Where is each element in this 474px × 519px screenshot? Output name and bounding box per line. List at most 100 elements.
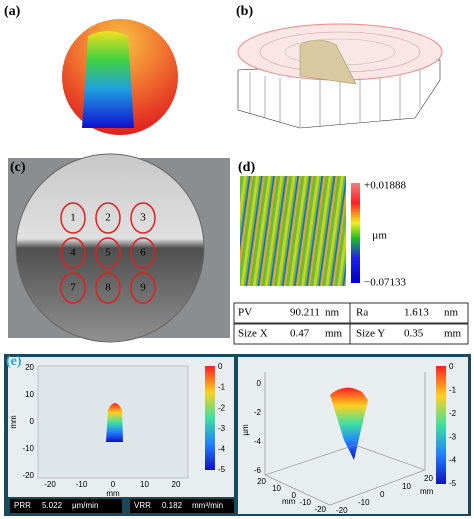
table-cell: Ra xyxy=(356,307,368,319)
colorbar-tick: -2 xyxy=(449,409,457,418)
y-tick-label: 0 xyxy=(30,417,35,426)
region-label: 2 xyxy=(105,212,111,224)
metric-name: VRR xyxy=(134,501,151,510)
table-cell: mm xyxy=(444,328,462,340)
x-tick-label: -20 xyxy=(44,480,56,489)
colorbar-tick: 0 xyxy=(449,362,454,371)
disk-3d xyxy=(237,23,443,129)
table-cell: 0.35 xyxy=(404,328,424,340)
panel-label: (b) xyxy=(236,4,253,19)
table-cell: nm xyxy=(325,307,340,319)
region-label: 5 xyxy=(105,247,111,259)
colorbar-min: −0.07133 xyxy=(364,277,406,289)
region-circle xyxy=(130,272,156,304)
y-tick-label: -20 xyxy=(22,471,34,480)
x-tick-label: 0 xyxy=(292,491,297,500)
axes-3d xyxy=(264,372,426,506)
colorbar-max: +0.01888 xyxy=(364,180,406,192)
colorbar-tick: -4 xyxy=(218,445,226,454)
x-tick-label: -10 xyxy=(76,480,88,489)
colorbar-tick: -5 xyxy=(449,479,457,488)
region-label: 3 xyxy=(140,212,146,224)
region-label: 8 xyxy=(105,282,111,294)
x-axis-label: mm xyxy=(106,489,120,498)
table-cell: mm xyxy=(325,328,343,340)
roughness-map xyxy=(240,176,346,286)
footprint xyxy=(82,31,134,128)
x-tick-label: 0 xyxy=(111,480,116,489)
z-axis-label: µm xyxy=(241,424,250,436)
metric-name: PRR xyxy=(14,501,31,510)
x-tick-label: -10 xyxy=(299,498,311,507)
y-tick-label: -10 xyxy=(358,498,370,507)
panel-label: (a) xyxy=(4,4,21,19)
panel-label: (e) xyxy=(6,354,22,369)
y-tick-label: 10 xyxy=(25,390,34,399)
colorbar-tick: -1 xyxy=(449,386,457,395)
y-tick-label: 20 xyxy=(424,474,433,483)
metric-box xyxy=(130,499,234,513)
colorbar-tick: 0 xyxy=(218,362,223,371)
y-tick-label: 20 xyxy=(25,363,34,372)
region-circle xyxy=(60,237,86,269)
x-tick-label: 10 xyxy=(272,484,281,493)
colorbar-tick: -4 xyxy=(449,456,457,465)
table-cell: Size Y xyxy=(356,328,385,340)
metric-value: 0.182 xyxy=(162,501,183,510)
colorbar-tick: -5 xyxy=(218,465,226,474)
y-tick-label: 10 xyxy=(402,482,411,491)
panel-label: (d) xyxy=(238,160,255,175)
region-circle xyxy=(130,237,156,269)
metric-value: 5.022 xyxy=(42,501,63,510)
table-cell: PV xyxy=(238,307,252,319)
region-circle xyxy=(95,272,121,304)
table-cell: 0.47 xyxy=(290,328,310,340)
colorbar-tick: -3 xyxy=(449,432,457,441)
z-tick-label: -2 xyxy=(254,408,262,417)
colorbar xyxy=(436,366,446,484)
removal-3d xyxy=(330,387,368,460)
region-circle xyxy=(95,237,121,269)
region-label: 4 xyxy=(70,247,76,259)
region-circle xyxy=(95,202,121,234)
x-tick-label: 20 xyxy=(172,480,181,489)
y-tick-label: -20 xyxy=(336,506,348,515)
x-tick-label: 10 xyxy=(140,480,149,489)
table-cell: nm xyxy=(444,307,459,319)
colorbar xyxy=(351,183,360,283)
regions: 1 2 3 4 5 6 7 8 9 xyxy=(60,202,156,304)
metric-unit: µm/min xyxy=(72,501,98,510)
removal-footprint xyxy=(106,403,123,442)
colorbar-tick: -3 xyxy=(218,424,226,433)
panel-label: (c) xyxy=(10,160,26,175)
colorbar-unit: µm xyxy=(372,230,387,242)
region-label: 6 xyxy=(140,247,146,259)
table-row xyxy=(233,323,469,345)
region-circle xyxy=(130,202,156,234)
panel-e: -20 -10 0 10 2020100-10-20mmmm0-1-2-3-4-50-1… xyxy=(9,362,457,515)
region-circle xyxy=(60,272,86,304)
table-row xyxy=(233,302,469,324)
table-cell: 90.211 xyxy=(290,307,320,319)
y-tick-label: -10 xyxy=(22,444,34,453)
table-cell: 1.613 xyxy=(404,307,429,319)
z-tick-label: 0 xyxy=(257,379,262,388)
colorbar xyxy=(205,366,215,470)
colorbar-tick: -1 xyxy=(218,383,226,392)
x-tick-label: 20 xyxy=(257,477,266,486)
z-tick-label: -4 xyxy=(254,437,262,446)
x-tick-label: -20 xyxy=(314,505,326,514)
metric-unit: mm³/min xyxy=(192,501,223,510)
y-axis-label: mm xyxy=(420,487,434,496)
metric-box xyxy=(10,499,122,513)
table-cell: Size X xyxy=(238,328,268,340)
region-label: 9 xyxy=(140,282,146,294)
z-tick-label: -6 xyxy=(254,466,262,475)
y-axis-label: mm xyxy=(9,415,18,429)
colorbar-tick: -2 xyxy=(218,403,226,412)
y-tick-label: 0 xyxy=(380,490,385,499)
region-label: 7 xyxy=(70,282,76,294)
x-axis-label: mm xyxy=(282,497,296,506)
metrics-table: PV 90.211 nm Ra 1.613 nm Size X 0.47 mm Size Y 0.3… xyxy=(233,302,469,345)
